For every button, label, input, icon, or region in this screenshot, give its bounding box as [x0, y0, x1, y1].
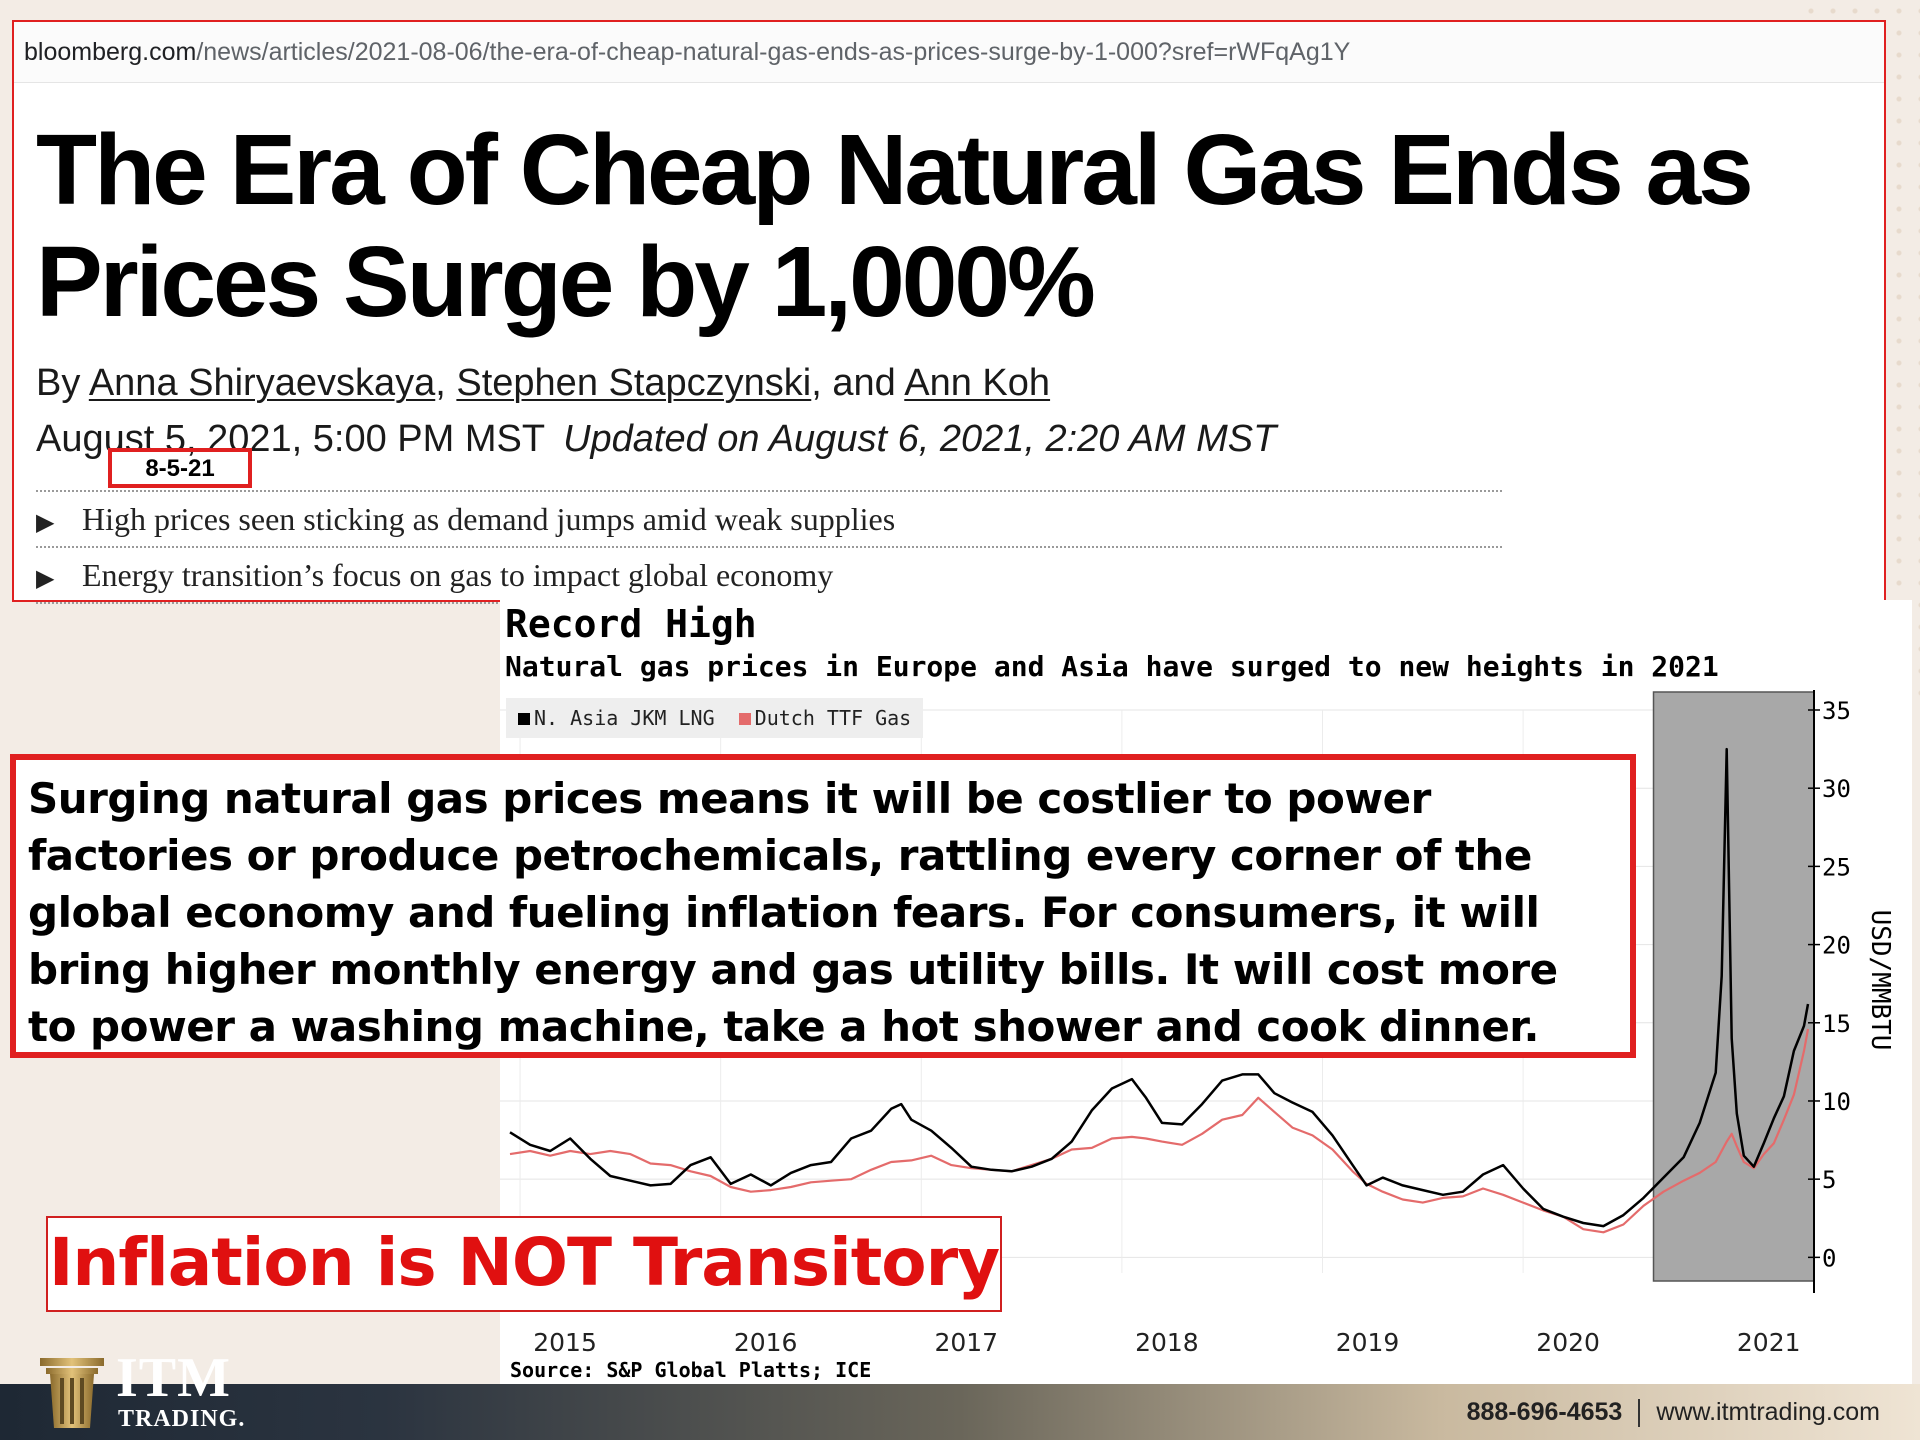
legend-item-jkm: N. Asia JKM LNG: [518, 706, 715, 730]
author-separator-2: , and: [811, 362, 896, 404]
bullet-item: ▶ Energy transition’s focus on gas to imp…: [36, 546, 1502, 604]
author-separator-1: ,: [435, 362, 446, 404]
itm-logo: ITM TRADING.: [36, 1342, 276, 1440]
legend-label-ttf: Dutch TTF Gas: [754, 706, 912, 730]
y-axis-label: USD/MMBTU: [1865, 910, 1895, 1051]
chart-legend: N. Asia JKM LNG Dutch TTF Gas: [506, 698, 924, 738]
article-panel: bloomberg.com/news/articles/2021-08-06/t…: [12, 20, 1886, 604]
x-axis-ticks: 2015 2016 2017 2018 2019 2020 2021: [533, 1328, 1800, 1357]
footer-contact: 888-696-4653 www.itmtrading.com: [1467, 1384, 1880, 1440]
series-line-jkm: [509, 747, 1810, 1228]
y-tick-label: 15: [1822, 1010, 1851, 1038]
updated-date: Updated on August 6, 2021, 2:20 AM MST: [563, 418, 1277, 460]
y-tick-label: 20: [1822, 932, 1851, 960]
inflation-banner: Inflation is NOT Transitory: [46, 1216, 1002, 1312]
bullet-text: High prices seen sticking as demand jump…: [82, 501, 896, 537]
phone-number[interactable]: 888-696-4653: [1466, 1398, 1623, 1426]
y-tick-label: 35: [1822, 697, 1851, 725]
website-link[interactable]: www.itmtrading.com: [1656, 1398, 1880, 1426]
legend-swatch-jkm: [518, 713, 530, 725]
y-tick-label: 10: [1822, 1088, 1851, 1116]
legend-swatch-ttf: [738, 713, 751, 725]
chart-title: Record High: [505, 602, 757, 646]
y-axis-ticks: 0 5 10 15 20 25 30 35: [1808, 697, 1851, 1272]
x-tick-label: 2017: [934, 1328, 998, 1357]
author-link-1[interactable]: Anna Shiryaevskaya: [88, 362, 436, 404]
article-bullets: ▶ High prices seen sticking as demand jum…: [36, 490, 1502, 604]
y-tick-label: 25: [1822, 853, 1851, 881]
bullet-item: ▶ High prices seen sticking as demand jum…: [36, 490, 1502, 546]
x-tick-label: 2016: [734, 1328, 798, 1357]
y-tick-label: 0: [1822, 1244, 1836, 1272]
y-tick-label: 5: [1822, 1166, 1836, 1194]
x-tick-label: 2018: [1135, 1328, 1199, 1357]
play-arrow-icon: ▶: [36, 508, 55, 536]
address-bar[interactable]: bloomberg.com/news/articles/2021-08-06/t…: [14, 22, 1884, 83]
bullet-text: Energy transition’s focus on gas to impa…: [82, 557, 834, 593]
play-arrow-icon: ▶: [36, 564, 55, 592]
chart-subtitle: Natural gas prices in Europe and Asia ha…: [505, 650, 1719, 683]
x-tick-label: 2020: [1536, 1328, 1600, 1357]
date-tag: 8-5-21: [108, 448, 252, 488]
x-tick-label: 2021: [1737, 1328, 1801, 1357]
article-headline: The Era of Cheap Natural Gas Ends as Pri…: [36, 114, 1754, 338]
legend-label-jkm: N. Asia JKM LNG: [534, 706, 715, 730]
series-line-ttf: [509, 1028, 1810, 1234]
by-prefix: By: [36, 362, 81, 404]
author-link-2[interactable]: Stephen Stapczynski: [456, 362, 812, 404]
footer-bar: 888-696-4653 www.itmtrading.com: [0, 1384, 1920, 1440]
url-path: /news/articles/2021-08-06/the-era-of-che…: [196, 38, 1351, 66]
gold-column-logo-icon: [40, 1358, 104, 1428]
chart-series: [509, 747, 1810, 1234]
x-tick-label: 2015: [533, 1328, 597, 1357]
legend-item-ttf: Dutch TTF Gas: [738, 706, 912, 730]
x-tick-label: 2019: [1336, 1328, 1400, 1357]
published-date: August 5, 2021, 5:00 PM MST: [36, 418, 546, 460]
logo-brand: ITM: [116, 1347, 231, 1409]
logo-subtitle: TRADING.: [118, 1406, 246, 1432]
highlight-region: [1652, 691, 1815, 1282]
footer-separator: [1638, 1399, 1641, 1428]
dateline: August 5, 2021, 5:00 PM MST Updated on Au…: [36, 418, 1276, 461]
byline: By Anna Shiryaevskaya, Stephen Stapczyns…: [36, 362, 1050, 405]
y-tick-label: 30: [1822, 775, 1851, 803]
chart-source: Source: S&P Global Platts; ICE: [510, 1358, 872, 1382]
url-host: bloomberg.com: [24, 38, 197, 66]
quote-callout: Surging natural gas prices means it will…: [10, 754, 1636, 1058]
author-link-3[interactable]: Ann Koh: [904, 362, 1051, 404]
